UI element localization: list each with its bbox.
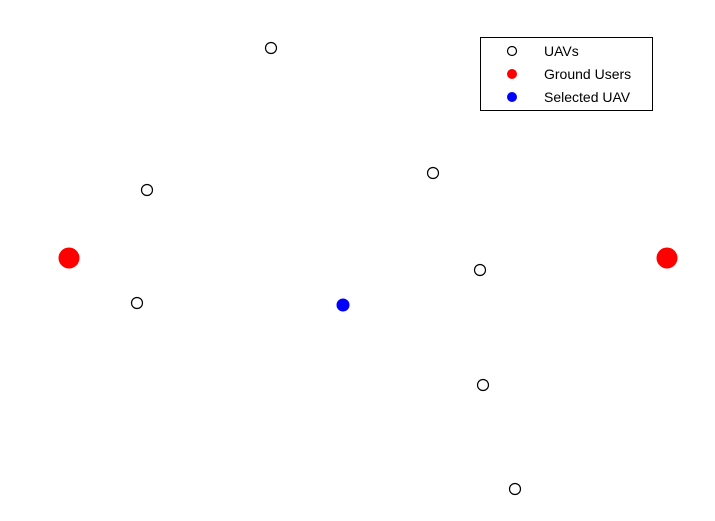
uavs-point-4 bbox=[473, 263, 487, 277]
uavs-point-6 bbox=[476, 378, 490, 392]
legend: UAVs Ground Users Selected UAV bbox=[480, 37, 653, 111]
legend-label-selected-uav: Selected UAV bbox=[544, 89, 631, 105]
legend-marker-uavs bbox=[506, 45, 518, 57]
uavs-point-7 bbox=[508, 482, 522, 496]
uavs-point-5 bbox=[130, 296, 144, 310]
selected-uav-point-1 bbox=[336, 298, 350, 312]
uavs-point-3 bbox=[426, 166, 440, 180]
uavs-point-2 bbox=[140, 183, 154, 197]
legend-label-ground-users: Ground Users bbox=[544, 66, 631, 82]
ground-users-point-2 bbox=[656, 247, 678, 269]
data-points bbox=[58, 41, 678, 496]
legend-marker-ground-users bbox=[507, 69, 517, 79]
uavs-point-1 bbox=[264, 41, 278, 55]
ground-users-point-1 bbox=[58, 247, 80, 269]
legend-label-uavs: UAVs bbox=[544, 43, 579, 59]
legend-marker-selected-uav bbox=[507, 92, 517, 102]
